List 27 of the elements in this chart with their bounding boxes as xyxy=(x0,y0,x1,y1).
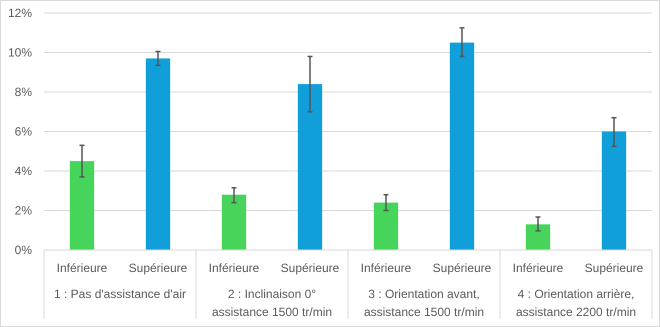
bar xyxy=(526,224,550,250)
y-tick-label: 4% xyxy=(14,164,32,178)
text: 2 : Inclinaison 0° assistance 1500 tr/min xyxy=(212,287,332,319)
bar xyxy=(602,132,626,250)
bar xyxy=(70,161,94,250)
bar xyxy=(374,202,398,250)
y-tick-label: 2% xyxy=(14,204,32,218)
text: 1 : Pas d'assistance d'air xyxy=(54,287,186,301)
x-tick-label: Supérieure xyxy=(128,261,188,276)
text: 3 : Orientation avant, assistance 1500 tr/min xyxy=(364,287,484,319)
x-tick-label: Supérieure xyxy=(584,261,644,276)
bar xyxy=(298,84,322,250)
x-tick-label: Inférieure xyxy=(512,261,564,276)
y-tick-label: 6% xyxy=(14,124,32,139)
y-tick-label: 12% xyxy=(8,6,32,20)
x-tick-label: Inférieure xyxy=(208,261,260,276)
y-tick-label: 0% xyxy=(14,243,32,258)
x-tick-label: Supérieure xyxy=(280,261,340,276)
bar xyxy=(146,58,170,250)
x-tick-label: Inférieure xyxy=(360,261,412,276)
y-tick-label: 10% xyxy=(8,46,32,60)
bar xyxy=(450,42,474,250)
text: 4 : Orientation arrière, assistance 2200 tr/min xyxy=(516,287,636,319)
y-tick-label: 8% xyxy=(14,85,32,100)
x-tick-label: Supérieure xyxy=(432,261,492,276)
bar xyxy=(222,194,246,250)
x-tick-label: Inférieure xyxy=(56,261,108,276)
